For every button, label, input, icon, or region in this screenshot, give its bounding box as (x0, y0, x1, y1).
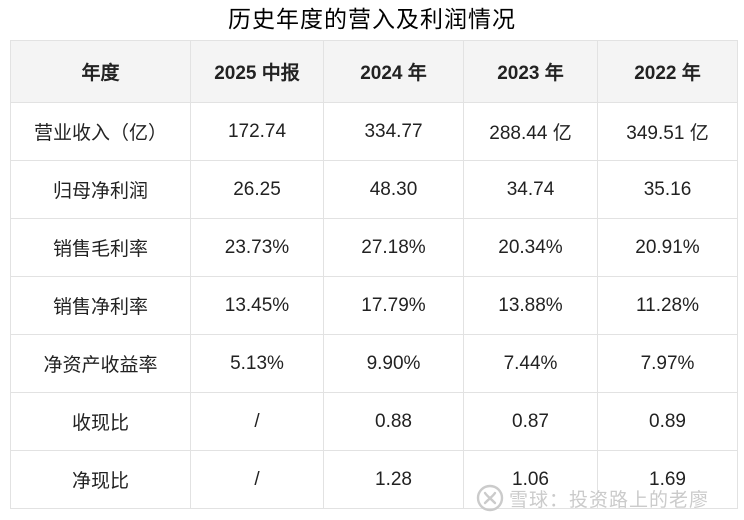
cell-value: 9.90% (323, 334, 464, 394)
cell-value: 172.74 (190, 102, 324, 162)
cell-value: 1.06 (463, 450, 598, 510)
row-label: 净现比 (10, 450, 191, 510)
cell-value: / (190, 392, 324, 452)
cell-value: 288.44 亿 (463, 102, 598, 162)
cell-value: / (190, 450, 324, 510)
cell-value: 349.51 亿 (597, 102, 738, 162)
table-row-1: 归母净利润 26.25 48.30 34.74 35.16 (10, 160, 738, 220)
table-row-6: 净现比/1.28 1.06 1.69 (10, 450, 738, 510)
cell-value: 0.89 (597, 392, 738, 452)
column-header-4: 2022 年 (597, 40, 738, 104)
column-header-1: 2025 中报 (190, 40, 324, 104)
row-label: 销售净利率 (10, 276, 191, 336)
column-header-2: 2024 年 (323, 40, 464, 104)
cell-value: 7.44% (463, 334, 598, 394)
row-label: 净资产收益率 (10, 334, 191, 394)
row-label: 归母净利润 (10, 160, 191, 220)
table-row-4: 净资产收益率 5.13% 9.90% 7.44% 7.97% (10, 334, 738, 394)
cell-value: 26.25 (190, 160, 324, 220)
column-header-3: 2023 年 (463, 40, 598, 104)
page-title: 历史年度的营入及利润情况 (228, 7, 516, 32)
cell-value: 1.69 (597, 450, 738, 510)
table-row-5: 收现比/0.88 0.87 0.89 (10, 392, 738, 452)
row-label: 销售毛利率 (10, 218, 191, 278)
cell-value: 23.73% (190, 218, 324, 278)
cell-value: 0.88 (323, 392, 464, 452)
financial-table: 年度 2025 中报 2024 年 2023 年 2022 年 营业收入（亿） 172.7… (10, 40, 738, 510)
cell-value: 1.28 (323, 450, 464, 510)
row-label: 收现比 (10, 392, 191, 452)
cell-value: 13.45% (190, 276, 324, 336)
cell-value: 35.16 (597, 160, 738, 220)
table-row-3: 销售净利率 13.45% 17.79% 13.88% 11.28% (10, 276, 738, 336)
row-label: 营业收入（亿） (10, 102, 191, 162)
column-header-0: 年度 (10, 40, 191, 104)
cell-value: 0.87 (463, 392, 598, 452)
cell-value: 20.91% (597, 218, 738, 278)
cell-value: 17.79% (323, 276, 464, 336)
cell-value: 11.28% (597, 276, 738, 336)
cell-value: 13.88% (463, 276, 598, 336)
cell-value: 20.34% (463, 218, 598, 278)
table-body: 营业收入（亿） 172.74 334.77 288.44 亿 349.51 亿归母净利润… (10, 102, 738, 510)
cell-value: 334.77 (323, 102, 464, 162)
cell-value: 7.97% (597, 334, 738, 394)
table-header: 年度 2025 中报 2024 年 2023 年 2022 年 (10, 40, 738, 104)
cell-value: 27.18% (323, 218, 464, 278)
header-row: 年度 2025 中报 2024 年 2023 年 2022 年 (10, 40, 738, 104)
cell-value: 5.13% (190, 334, 324, 394)
table-row-2: 销售毛利率 23.73% 27.18% 20.34% 20.91% (10, 218, 738, 278)
cell-value: 34.74 (463, 160, 598, 220)
cell-value: 48.30 (323, 160, 464, 220)
table-row-0: 营业收入（亿） 172.74 334.77 288.44 亿 349.51 亿 (10, 102, 738, 162)
